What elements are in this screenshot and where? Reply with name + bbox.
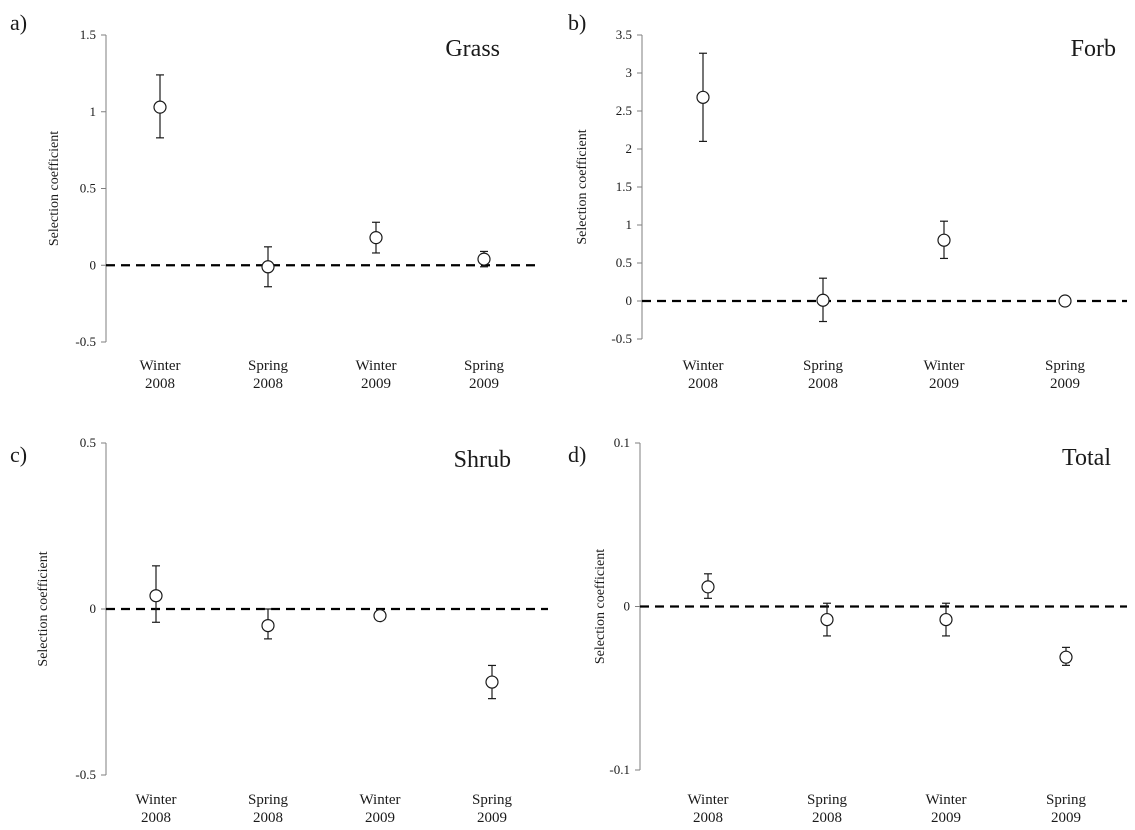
y-tick-label: -0.1 <box>609 762 630 777</box>
data-point <box>477 252 491 266</box>
y-tick-label: -0.5 <box>75 767 96 782</box>
x-category-label: Spring 2009 <box>464 358 505 392</box>
y-tick-label: 0.1 <box>614 435 630 450</box>
panel-label: d) <box>568 442 586 467</box>
data-point <box>1058 294 1072 308</box>
data-point <box>816 293 830 307</box>
chart-panel-3: -0.5 0 0.5 Winter 2008 Spring 2008 Winter 2009 Sp… <box>10 435 548 826</box>
y-tick-label: 0 <box>624 599 631 614</box>
x-category-label: Winter 2009 <box>355 358 396 392</box>
x-category-label: Spring 2008 <box>803 358 844 392</box>
data-point <box>373 609 387 623</box>
data-point <box>369 231 383 245</box>
y-axis-title: Selection coefficient <box>36 551 51 666</box>
data-point <box>261 618 275 633</box>
data-point <box>485 675 499 689</box>
y-tick-label: 0 <box>90 257 97 272</box>
x-category-label: Winter 2008 <box>139 358 180 392</box>
y-tick-label: 0 <box>626 293 633 308</box>
y-tick-label: 2 <box>626 141 633 156</box>
chart-panel-4: -0.1 0 0.1 Winter 2008 Spring 2008 Winter 2009 Sp… <box>568 435 1127 826</box>
y-tick-label: 0.5 <box>616 255 632 270</box>
panel-label: a) <box>10 10 27 35</box>
x-category-label: Winter 2009 <box>923 358 964 392</box>
data-point <box>153 100 167 114</box>
y-tick-label: 0 <box>90 601 97 616</box>
x-category-label: Spring 2009 <box>1046 792 1087 826</box>
y-tick-label: 2.5 <box>616 103 632 118</box>
data-point <box>820 612 834 627</box>
panel-title: Shrub <box>454 447 511 473</box>
data-point <box>937 233 951 247</box>
y-tick-label: 0.5 <box>80 435 96 450</box>
x-category-label: Winter 2009 <box>359 792 400 826</box>
y-tick-label: 1 <box>90 104 97 119</box>
chart-panel-1: -0.5 0 0.5 1 1.5 Winter 2008 Spring 2008 Winter 20… <box>10 10 540 392</box>
y-tick-label: -0.5 <box>611 331 632 346</box>
panel-title: Total <box>1062 445 1111 471</box>
data-point <box>1059 650 1073 664</box>
x-category-label: Spring 2009 <box>472 792 513 826</box>
x-category-label: Winter 2009 <box>925 792 966 826</box>
y-tick-label: 0.5 <box>80 181 96 196</box>
y-tick-label: 3.5 <box>616 27 632 42</box>
y-tick-label: 1 <box>626 217 633 232</box>
panel-title: Grass <box>445 36 500 62</box>
x-category-label: Winter 2008 <box>135 792 176 826</box>
panel-label: b) <box>568 10 586 35</box>
panel-title: Forb <box>1071 36 1116 62</box>
panel-label: c) <box>10 442 27 467</box>
y-axis-title: Selection coefficient <box>593 549 608 664</box>
y-axis-title: Selection coefficient <box>47 131 62 246</box>
x-category-label: Spring 2009 <box>1045 358 1086 392</box>
y-tick-label: -0.5 <box>75 334 96 349</box>
data-point <box>696 90 710 104</box>
data-point <box>149 589 163 603</box>
y-tick-label: 3 <box>626 65 633 80</box>
data-point <box>939 612 953 627</box>
x-category-label: Winter 2008 <box>687 792 728 826</box>
x-category-label: Spring 2008 <box>248 358 289 392</box>
x-category-label: Winter 2008 <box>682 358 723 392</box>
y-axis-title: Selection coefficient <box>575 129 590 244</box>
x-category-label: Spring 2008 <box>248 792 289 826</box>
data-point <box>701 580 715 594</box>
y-tick-label: 1.5 <box>80 27 96 42</box>
x-category-label: Spring 2008 <box>807 792 848 826</box>
data-point <box>261 260 275 274</box>
chart-panel-2: -0.5 0 0.5 1 1.5 2 2.5 3 3.5 Winter 2008 Spring 2008… <box>568 10 1127 392</box>
y-tick-label: 1.5 <box>616 179 632 194</box>
